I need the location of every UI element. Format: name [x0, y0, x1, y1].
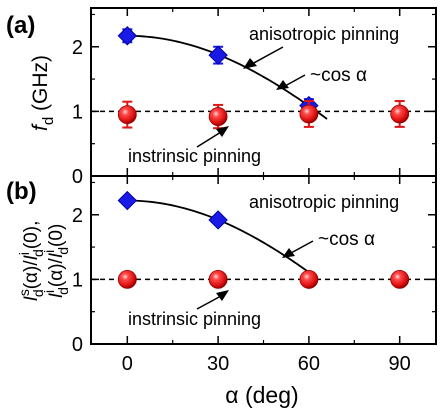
panel-b-cos-arrowhead: [282, 248, 295, 258]
panel-b-intrinsic-point: [299, 269, 319, 289]
panel-a-intrinsic-arrowhead: [216, 126, 229, 137]
panel-a-marks-layer: [117, 26, 410, 130]
panel-a-intrinsic-point: [299, 104, 319, 124]
panel-a-curve-layer: [127, 34, 328, 120]
panel-b-y-tick-label: 2: [72, 205, 83, 227]
panel-a-cos-label: ~cos α: [310, 65, 367, 86]
panel-b-y-tick-label: 1: [72, 269, 83, 291]
panel-b-anisotropic-point: [208, 210, 228, 230]
panel-a-anisotropic-point: [117, 26, 138, 46]
panel-a-cos-fit-curve: [127, 34, 328, 120]
panel-a-anisotropic-arrowhead: [243, 58, 257, 69]
panel-b-y-axis-label-line2: Iid(α)/Iid(0): [41, 224, 71, 299]
panel-b-intrinsic-point: [117, 269, 137, 289]
x-tick-label: 0: [122, 353, 133, 375]
panel-b-y-axis-label-line1: Isd(α)/Iid(0),: [16, 221, 46, 302]
panel-b-y-tick-label: 0: [72, 334, 83, 356]
panel-a-intrinsic-point: [117, 105, 137, 125]
panel-a-anisotropic-label: anisotropic pinning: [249, 24, 399, 44]
x-tick-label: 90: [389, 353, 411, 375]
panel-b-anisotropic-point: [117, 190, 138, 211]
panel-a-y-tick-label: 1: [72, 101, 83, 123]
panel-a-intrinsic-point: [208, 107, 228, 126]
panel-a-y-tick-label: 0: [72, 166, 83, 188]
panel-a-y-axis-label: fd (GHz): [29, 55, 57, 131]
panel-a-anisotropic-point: [208, 45, 228, 65]
ticks-layer: 0 1 2 0 1 2 0 30 60 90: [72, 8, 436, 375]
x-axis-label: α (deg): [225, 382, 298, 408]
panel-a-cos-arrow: [284, 74, 306, 87]
x-tick-label: 60: [298, 353, 320, 375]
panel-b-cos-arrow: [290, 240, 314, 254]
panel-a-anisotropic-arrow: [251, 46, 284, 65]
panel-b-intrinsic-label: instrinsic pinning: [128, 309, 261, 329]
panel-a-y-tick-label: 2: [72, 37, 83, 59]
panel-b-label: (b): [6, 178, 37, 205]
panel-b-intrinsic-arrow: [196, 295, 222, 310]
panel-a-cos-arrowhead: [276, 80, 289, 90]
panel-a-label: (a): [6, 12, 35, 39]
panel-a-intrinsic-point: [390, 104, 410, 124]
panel-a-intrinsic-label: instrinsic pinning: [128, 146, 261, 166]
panel-a-intrinsic-arrow: [196, 131, 222, 148]
panel-b-cos-label: ~cos α: [318, 229, 375, 250]
panel-b-intrinsic-arrowhead: [216, 290, 229, 301]
panel-b-marks-layer: [117, 190, 410, 290]
panel-b-intrinsic-point: [390, 269, 410, 289]
panel-b-anisotropic-label: anisotropic pinning: [249, 192, 399, 212]
x-tick-label: 30: [207, 353, 229, 375]
panel-b-intrinsic-point: [208, 269, 228, 289]
